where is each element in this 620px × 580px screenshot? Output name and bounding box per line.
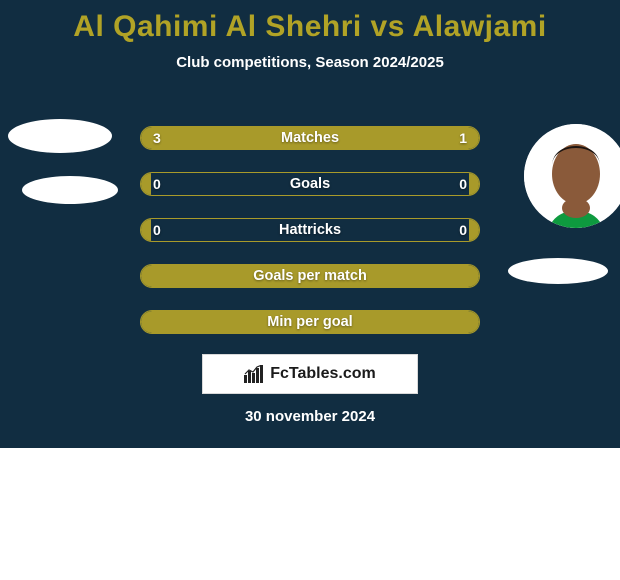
player-photo-icon xyxy=(524,124,620,228)
player-left-avatar-placeholder-2 xyxy=(22,176,118,204)
stat-value-right: 0 xyxy=(459,176,467,192)
stat-label: Matches xyxy=(141,130,479,146)
stat-label: Goals xyxy=(141,176,479,192)
stat-label: Min per goal xyxy=(141,314,479,330)
stat-row-goals: 0 Goals 0 xyxy=(140,172,480,196)
comparison-panel: Al Qahimi Al Shehri vs Alawjami Club com… xyxy=(0,0,620,448)
date-text: 30 november 2024 xyxy=(0,408,620,425)
stat-row-min-per-goal: Min per goal xyxy=(140,310,480,334)
stat-row-hattricks: 0 Hattricks 0 xyxy=(140,218,480,242)
brand-text: FcTables.com xyxy=(270,365,376,383)
stat-value-right: 1 xyxy=(459,130,467,146)
stat-row-matches: 3 Matches 1 xyxy=(140,126,480,150)
player-right-avatar xyxy=(524,124,620,228)
stat-value-right: 0 xyxy=(459,222,467,238)
stats-rows: 3 Matches 1 0 Goals 0 0 Hattricks 0 Goal… xyxy=(140,126,480,356)
bar-chart-icon xyxy=(244,365,266,383)
stat-label: Goals per match xyxy=(141,268,479,284)
player-right-avatar-placeholder-2 xyxy=(508,258,608,284)
subtitle: Club competitions, Season 2024/2025 xyxy=(0,54,620,71)
stat-label: Hattricks xyxy=(141,222,479,238)
player-left-avatar-placeholder-1 xyxy=(8,119,112,153)
page-title: Al Qahimi Al Shehri vs Alawjami xyxy=(0,0,620,44)
brand-badge[interactable]: FcTables.com xyxy=(202,354,418,394)
stat-row-goals-per-match: Goals per match xyxy=(140,264,480,288)
